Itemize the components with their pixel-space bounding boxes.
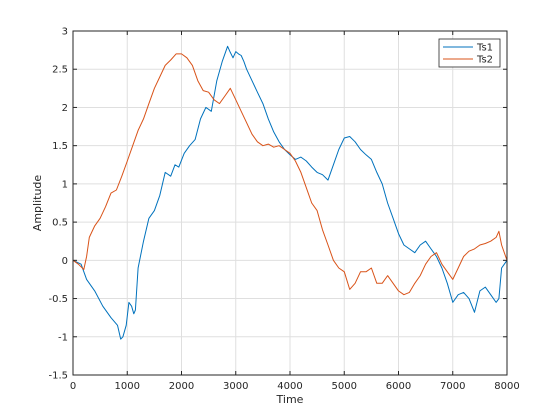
x-tick-label: 4000 — [277, 381, 302, 392]
ticks — [72, 30, 508, 376]
x-axis-label: Time — [276, 393, 304, 406]
y-tick-label: 0 — [62, 256, 68, 267]
series-line-ts1 — [72, 45, 508, 340]
y-tick-label: 2 — [62, 103, 68, 114]
y-tick-label: 0.5 — [52, 218, 68, 229]
x-tick-label: 3000 — [223, 381, 248, 392]
x-tick-label: 8000 — [494, 381, 519, 392]
x-tick-label: 7000 — [440, 381, 465, 392]
y-tick-label: 1 — [62, 179, 68, 190]
tick-labels: 0 1000 2000 3000 4000 5000 6000 7000 8000 -1.5 -1 -… — [48, 27, 519, 393]
x-tick-label: 1000 — [115, 381, 140, 392]
legend-entry-ts2: Ts2 — [476, 55, 493, 66]
y-tick-label: 1.5 — [52, 141, 68, 152]
legend-entry-ts1: Ts1 — [476, 43, 493, 54]
grid — [72, 30, 508, 376]
x-tick-label: 0 — [70, 381, 76, 392]
x-tick-label: 5000 — [332, 381, 357, 392]
y-tick-label: -1 — [58, 332, 68, 343]
legend-box — [438, 38, 501, 68]
x-tick-label: 6000 — [386, 381, 411, 392]
series-line-ts2 — [72, 53, 508, 296]
legend: Ts1 Ts2 — [438, 38, 501, 68]
y-tick-label: 2.5 — [52, 65, 68, 76]
x-tick-label: 2000 — [169, 381, 194, 392]
y-tick-label: -1.5 — [48, 371, 68, 382]
y-tick-label: 3 — [62, 27, 68, 38]
series-layer — [72, 45, 508, 340]
y-tick-label: -0.5 — [48, 294, 68, 305]
y-axis-label: Amplitude — [31, 175, 44, 232]
